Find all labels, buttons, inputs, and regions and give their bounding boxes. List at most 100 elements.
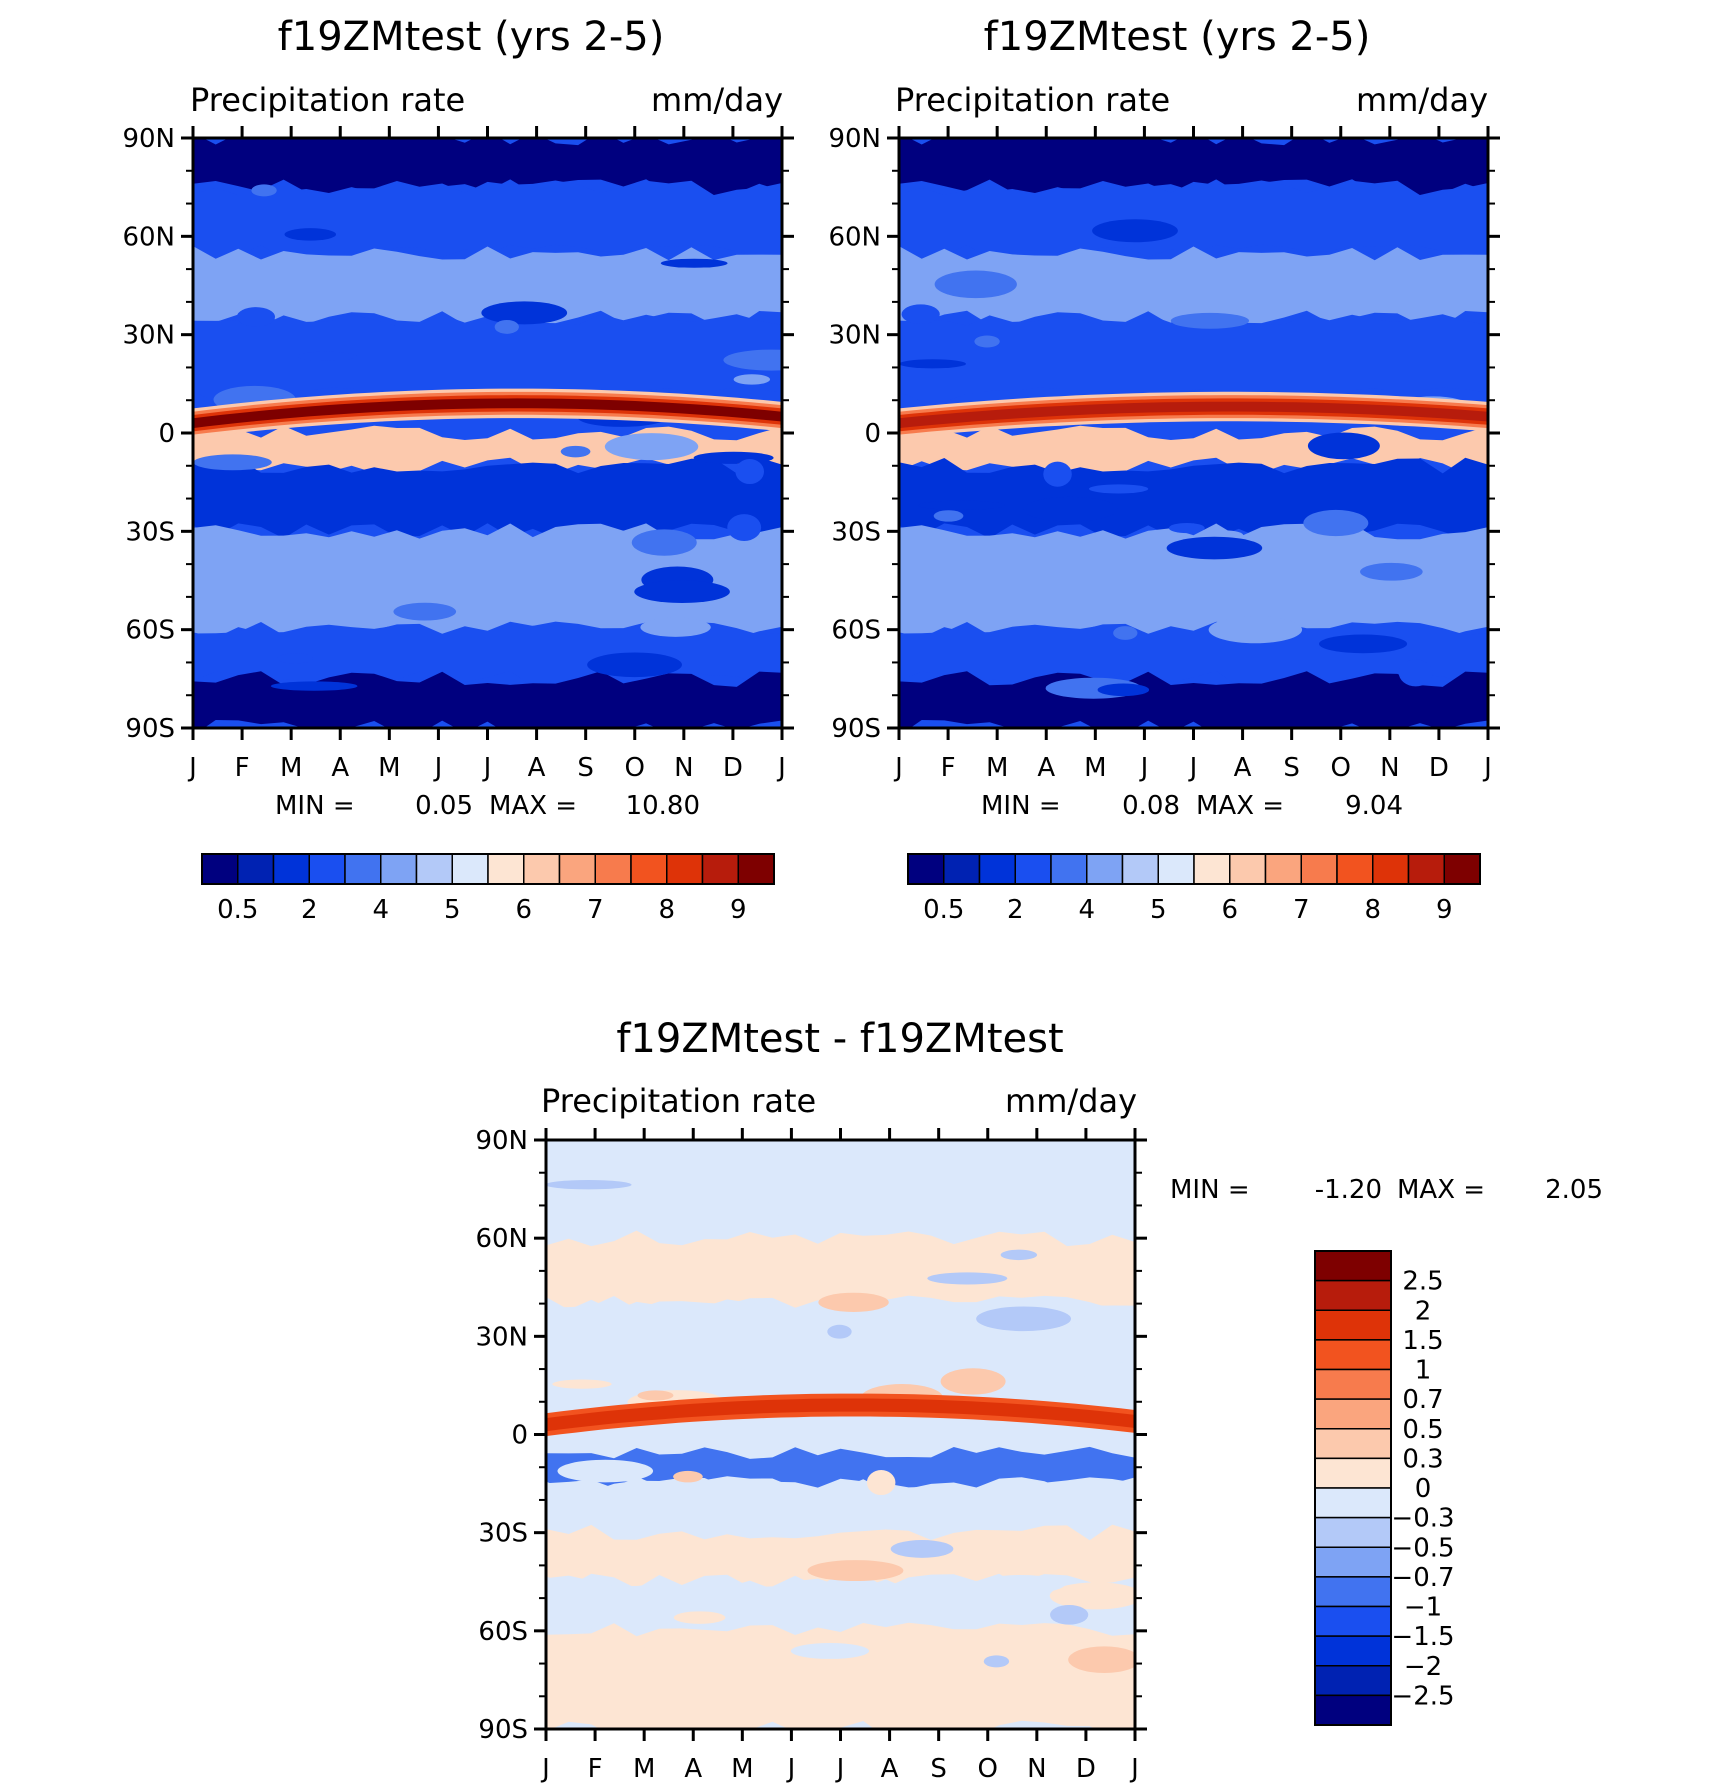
panel-3-subtitle-left: Precipitation rate [541,1082,816,1120]
field-blob [270,681,358,691]
colorbar-label: 2 [301,895,318,925]
zone-band [546,1476,1135,1541]
colorbar-swatch [272,853,310,885]
colorbar-label: 0 [1415,1474,1432,1504]
colorbar-swatch [1314,1487,1392,1519]
colorbar-swatch [1336,853,1374,885]
panel-2-subtitle-right: mm/day [1356,81,1488,119]
field-blob [1319,634,1408,654]
colorbar-swatch [1314,1428,1392,1460]
x-tick-label: J [540,1754,550,1784]
panel-3-title: f19ZMtest - f19ZMtest [616,1016,1063,1062]
colorbar-label: 0.7 [1402,1385,1443,1415]
field-blob [393,602,457,621]
panel-2-min-value: 0.08 [1122,791,1180,821]
field-blob [637,1390,674,1401]
panel-2-max-value: 9.04 [1345,791,1403,821]
colorbar-label: 9 [1436,895,1453,925]
x-tick-label: J [1482,753,1492,783]
field-blob [940,1368,1006,1395]
field-blob [1049,1582,1135,1610]
y-tick-label: 90N [828,124,881,154]
colorbar-swatch [701,853,739,885]
zone-band [546,1140,1135,1247]
colorbar-label: 4 [372,895,389,925]
panel-2-min-label: MIN = [981,791,1061,821]
x-tick-label: N [674,753,693,783]
x-tick-label: O [1331,753,1351,783]
y-tick-label: 0 [511,1421,528,1451]
y-tick-label: 90N [475,1126,528,1156]
field-blob [673,1470,703,1483]
y-tick-label: 0 [864,419,881,449]
field-blob [673,1611,726,1624]
field-blob [546,1180,632,1190]
y-tick-label: 60S [125,616,175,646]
x-tick-label: D [1429,753,1449,783]
colorbar-swatch [1314,1665,1392,1697]
y-tick-label: 30N [828,321,881,351]
colorbar-label: 0.5 [1402,1415,1443,1445]
panel-1-subtitle-right: mm/day [651,81,783,119]
colorbar-label: 0.5 [217,895,258,925]
colorbar-swatch [487,853,525,885]
zone-band [546,1446,1135,1492]
panel-2-title: f19ZMtest (yrs 2-5) [984,14,1371,60]
panel-2-subtitle-left: Precipitation rate [895,81,1170,119]
panel-3-max-label: MAX = [1397,1175,1485,1205]
x-tick-label: M [633,1754,655,1784]
colorbar-swatch [943,853,981,885]
x-tick-label: J [482,753,492,783]
x-tick-label: A [881,1754,899,1784]
field-blob [1092,219,1178,243]
field-blob [934,270,1017,299]
field-blob [1097,683,1150,697]
colorbar-label: 1 [1415,1356,1432,1386]
x-tick-label: M [1084,753,1106,783]
colorbar-swatch [1314,1279,1392,1311]
colorbar-label: −0.7 [1391,1563,1454,1593]
field-blob [927,1272,1008,1285]
colorbar-swatch [1407,853,1445,885]
field-blob [976,1574,1065,1594]
panel-3-subtitle-right: mm/day [1005,1082,1137,1120]
colorbar-swatch [1314,1576,1392,1608]
field-blob [974,335,1000,348]
field-blob [1089,484,1149,494]
colorbar-swatch [1372,853,1410,885]
panel-3-max-value: 2.05 [1545,1175,1603,1205]
field-blob [277,653,314,664]
field-blob [1043,461,1072,487]
colorbar-swatch [1314,1546,1392,1578]
itcz-band [546,1398,1135,1432]
x-tick-label: M [378,753,400,783]
x-tick-label: D [1076,1754,1096,1784]
colorbar-swatch [1014,853,1052,885]
x-tick-label: J [776,753,786,783]
field-blob [236,307,276,327]
panel-1-subtitle-left: Precipitation rate [190,81,465,119]
field-blob [604,433,699,461]
x-tick-label: S [930,1754,947,1784]
colorbar-swatch [1050,853,1088,885]
colorbar-swatch [1121,853,1159,885]
y-tick-label: 90S [831,714,881,744]
y-tick-label: 30N [475,1322,528,1352]
field-blob [1170,312,1250,329]
field-blob [552,1379,612,1389]
field-blob [634,580,730,604]
colorbar-swatch [523,853,561,885]
zone-band [193,246,782,327]
field-blob [1398,659,1433,687]
colorbar-swatch [1314,1457,1392,1489]
field-blob [1050,1604,1089,1625]
field-blob [1168,522,1205,534]
x-tick-label: J [433,753,443,783]
x-tick-label: A [1037,753,1055,783]
colorbar-swatch [237,853,275,885]
x-tick-label: A [684,1754,702,1784]
x-tick-label: O [625,753,645,783]
y-tick-label: 90S [478,1715,528,1745]
zone-band [899,179,1488,259]
